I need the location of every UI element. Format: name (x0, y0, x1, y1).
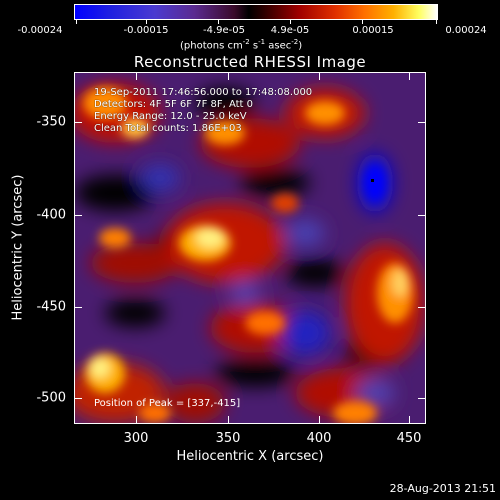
x-tick-label: 450 (396, 431, 422, 446)
colorbar-tick (218, 20, 219, 24)
colorbar-tick (290, 20, 291, 24)
info-line: Energy Range: 12.0 - 25.0 keV (94, 111, 247, 122)
colorbar-tick-label: -0.00024 (17, 25, 63, 36)
x-tick (319, 72, 320, 80)
y-tick (74, 398, 82, 399)
image-title: Reconstructed RHESSI Image (133, 53, 367, 71)
colorbar-tick-label: -4.9e-05 (203, 25, 245, 36)
colorbar-tick-label: 0.00024 (445, 25, 487, 36)
x-tick (136, 72, 137, 80)
colorbar-tick (76, 20, 77, 24)
y-tick-label: -500 (36, 390, 66, 406)
x-tick-label: 300 (123, 431, 149, 446)
x-axis-label: Heliocentric X (arcsec) (176, 449, 324, 464)
image-map (75, 73, 425, 423)
colorbar-tick (146, 20, 147, 24)
colorbar-tick-label: -0.00015 (123, 25, 169, 36)
y-tick-label: -400 (36, 207, 66, 223)
y-tick (418, 398, 426, 399)
x-tick (228, 72, 229, 80)
colorbar-tick (436, 20, 437, 24)
y-tick (74, 215, 82, 216)
colorbar-tick (362, 20, 363, 24)
y-tick-label: -350 (36, 114, 66, 130)
y-tick (418, 215, 426, 216)
y-tick (418, 122, 426, 123)
rhessi-image (74, 72, 426, 424)
timestamp: 28-Aug-2013 21:51 (389, 482, 496, 495)
peak-marker (371, 179, 374, 182)
colorbar-tick-label: 0.00015 (352, 25, 394, 36)
x-tick (136, 416, 137, 424)
colorbar-units: (photons cm-2 s-1 asec-2) (180, 38, 303, 52)
info-line: Detectors: 4F 5F 6F 7F 8F, Att 0 (94, 99, 254, 110)
x-tick-label: 350 (215, 431, 241, 446)
y-tick (74, 122, 82, 123)
y-tick (74, 307, 82, 308)
y-tick (418, 307, 426, 308)
info-line: Clean Total counts: 1.86E+03 (94, 123, 242, 134)
y-axis-label: Heliocentric Y (arcsec) (10, 174, 26, 321)
peak-position-label: Position of Peak = [337,-415] (94, 398, 241, 409)
colorbar (74, 4, 438, 20)
y-tick-label: -450 (36, 299, 66, 315)
x-tick (319, 416, 320, 424)
info-line: 19-Sep-2011 17:46:56.000 to 17:48:08.000 (94, 87, 313, 98)
x-tick (409, 416, 410, 424)
colorbar-tick-label: 4.9e-05 (270, 25, 310, 36)
x-tick-label: 400 (306, 431, 332, 446)
x-tick (409, 72, 410, 80)
x-tick (228, 416, 229, 424)
